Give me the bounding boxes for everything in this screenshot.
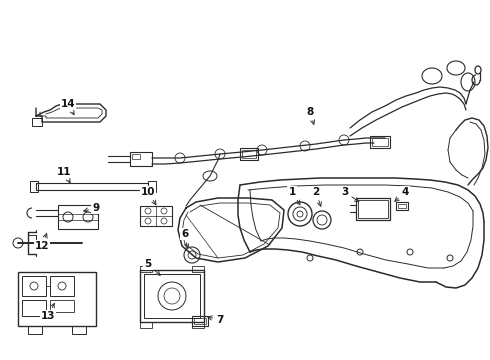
- Bar: [22, 276, 46, 296]
- Bar: [50, 300, 74, 312]
- Text: 1: 1: [289, 187, 300, 205]
- Bar: [192, 316, 208, 326]
- Bar: [358, 200, 388, 218]
- Bar: [50, 276, 74, 296]
- Bar: [192, 266, 204, 272]
- Text: 12: 12: [35, 234, 49, 251]
- Bar: [192, 322, 204, 328]
- Text: 4: 4: [395, 187, 409, 201]
- Text: 9: 9: [84, 203, 99, 213]
- Text: 2: 2: [313, 187, 321, 206]
- Bar: [372, 138, 388, 146]
- Text: 3: 3: [342, 187, 359, 202]
- Bar: [130, 152, 152, 166]
- Bar: [140, 270, 204, 322]
- Bar: [398, 204, 406, 208]
- Bar: [144, 274, 200, 318]
- Bar: [242, 150, 256, 158]
- Bar: [32, 118, 42, 126]
- Bar: [356, 198, 390, 220]
- Bar: [18, 272, 96, 326]
- Bar: [132, 154, 140, 159]
- Text: 14: 14: [61, 99, 75, 114]
- Bar: [396, 202, 408, 210]
- Bar: [28, 235, 36, 243]
- Bar: [36, 183, 148, 190]
- Bar: [194, 318, 206, 324]
- Text: 8: 8: [306, 107, 315, 124]
- Text: 7: 7: [208, 315, 224, 325]
- Bar: [240, 148, 258, 160]
- Bar: [72, 326, 86, 334]
- Text: 11: 11: [57, 167, 71, 183]
- Bar: [370, 136, 390, 148]
- Bar: [30, 181, 38, 192]
- Bar: [22, 300, 46, 316]
- Bar: [140, 206, 172, 226]
- Text: 5: 5: [145, 259, 160, 275]
- Bar: [140, 266, 152, 272]
- Text: 13: 13: [41, 303, 55, 321]
- Bar: [148, 181, 156, 192]
- Text: 10: 10: [141, 187, 156, 205]
- Bar: [58, 205, 98, 229]
- Bar: [28, 326, 42, 334]
- Text: 6: 6: [181, 229, 189, 248]
- Bar: [140, 322, 152, 328]
